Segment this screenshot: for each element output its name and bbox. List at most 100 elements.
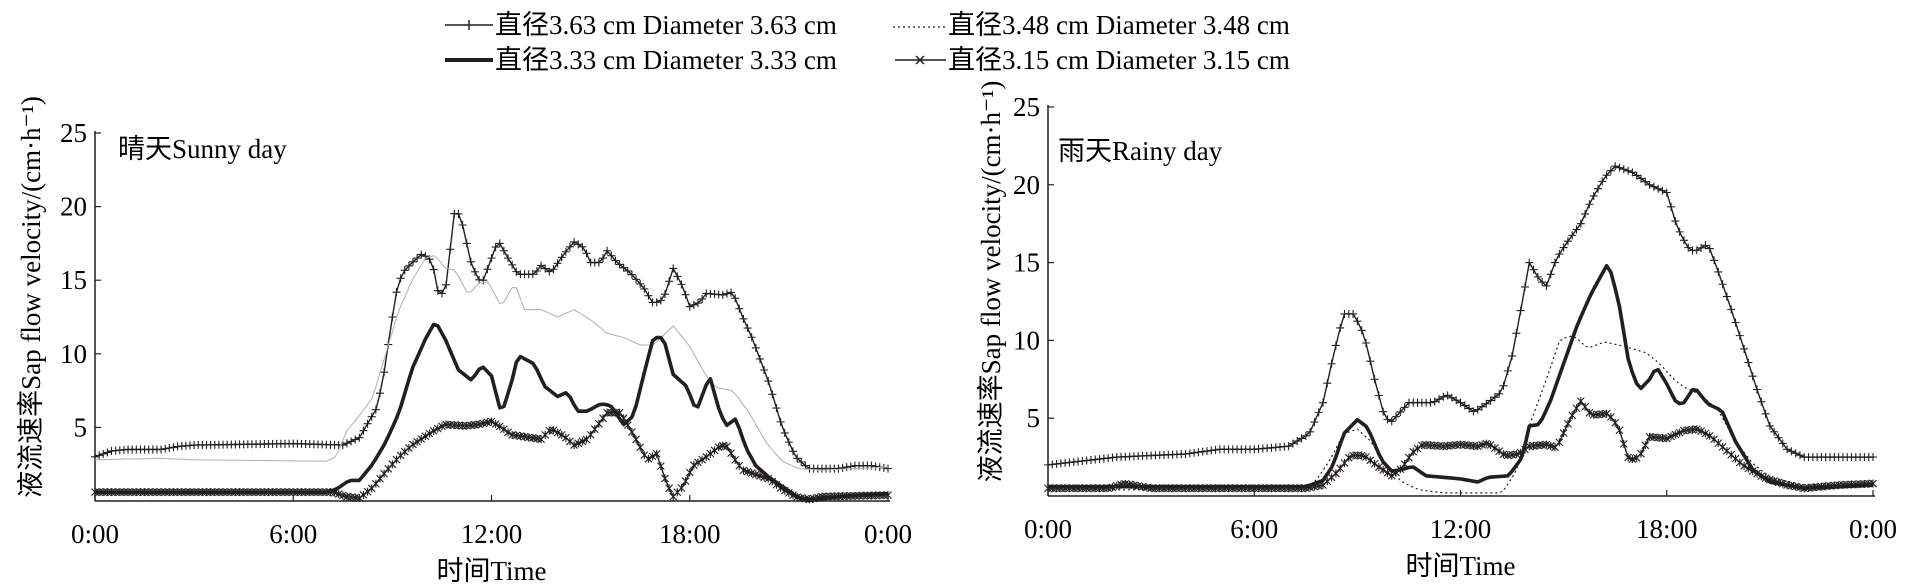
star-marker: [425, 429, 434, 438]
plus-marker: [466, 257, 475, 266]
star-marker: [768, 477, 777, 486]
plus-marker: [768, 390, 777, 399]
plus-marker: [801, 461, 810, 470]
plus-marker: [1581, 209, 1590, 218]
plus-marker: [1361, 338, 1370, 347]
plus-marker: [1327, 359, 1336, 368]
plus-marker: [1426, 398, 1435, 407]
plus-marker: [470, 267, 479, 276]
star-marker: [400, 447, 409, 456]
plus-marker: [665, 277, 674, 286]
star-marker: [747, 469, 756, 478]
plus-marker: [351, 435, 360, 444]
plus-marker: [409, 257, 418, 266]
plus-marker: [1611, 162, 1620, 171]
plus-marker: [1701, 241, 1710, 250]
plus-marker: [611, 256, 620, 265]
plus-marker: [1576, 219, 1585, 228]
star-marker: [702, 452, 711, 461]
plus-marker: [508, 260, 517, 269]
plus-marker: [1778, 439, 1787, 448]
plus-marker: [1284, 442, 1293, 451]
star-marker: [409, 440, 417, 449]
plus-marker: [1319, 398, 1327, 407]
star-marker: [330, 488, 339, 497]
star-marker: [652, 449, 661, 458]
star-marker: [421, 432, 430, 441]
star-marker: [1478, 440, 1486, 449]
series-line: [95, 322, 889, 502]
star-marker: [636, 443, 645, 452]
plus-marker: [429, 265, 438, 274]
star-marker: [1572, 404, 1581, 413]
plus-marker: [161, 444, 170, 453]
plus-marker: [342, 439, 351, 448]
star-marker: [665, 484, 673, 493]
plus-marker: [1795, 451, 1804, 460]
star-marker: [1542, 440, 1551, 449]
star-marker: [1392, 468, 1400, 477]
plus-marker: [413, 254, 422, 263]
plus-marker: [367, 412, 376, 421]
plus-marker: [1770, 427, 1779, 436]
star-marker: [615, 408, 624, 417]
sunny-day-panel: 5 10 15 20 25 0:00 6:00 12:00 18:00 0:00 时间Time 液流速…: [16, 96, 912, 586]
plus-marker: [1288, 439, 1297, 448]
plus-marker: [1396, 407, 1405, 416]
plus-marker: [789, 447, 798, 456]
star-marker: [504, 428, 512, 437]
plus-marker: [1752, 385, 1761, 394]
series-star: [1044, 397, 1877, 493]
star-marker: [1576, 397, 1585, 406]
plus-marker: [1392, 412, 1401, 421]
plus-marker: [1594, 184, 1602, 193]
plus-marker: [1636, 174, 1645, 183]
plus-marker: [1181, 449, 1190, 458]
plus-marker: [1323, 379, 1332, 388]
plus-marker: [1447, 393, 1456, 402]
plus-marker: [1757, 397, 1766, 406]
star-marker: [566, 437, 574, 446]
star-marker: [1112, 481, 1121, 490]
plus-marker: [871, 462, 880, 471]
plus-marker: [636, 279, 645, 288]
plus-marker: [1869, 453, 1877, 462]
plus-marker: [1379, 407, 1388, 416]
plus-marker: [1400, 403, 1409, 412]
star-marker: [599, 414, 607, 423]
series-line: [94, 255, 889, 471]
plus-marker: [574, 240, 583, 249]
star-marker: [1740, 461, 1748, 470]
plus-marker: [1297, 434, 1306, 443]
star-marker: [1521, 445, 1529, 454]
star-marker: [1495, 447, 1504, 456]
star-marker: [1340, 459, 1349, 468]
star-marker: [789, 491, 797, 500]
star-marker: [1705, 431, 1714, 440]
legend-label: 直径3.33 cm Diameter 3.33 cm: [495, 45, 837, 75]
plus-marker: [718, 290, 727, 299]
star-marker: [1473, 442, 1482, 451]
plus-marker: [619, 263, 628, 272]
plus-marker: [1667, 202, 1676, 211]
plus-marker: [764, 377, 773, 386]
plus-marker: [561, 247, 570, 256]
star-marker: [1778, 479, 1787, 488]
plus-marker: [1559, 243, 1568, 252]
plus-marker: [1477, 402, 1486, 411]
plus-marker: [157, 445, 166, 454]
star-marker: [739, 466, 748, 475]
plus-marker: [594, 258, 603, 267]
plus-marker: [1314, 408, 1323, 417]
star-marker: [644, 454, 653, 463]
star-marker: [1667, 432, 1675, 441]
plus-marker: [1198, 447, 1207, 456]
plus-marker: [169, 443, 178, 452]
star-marker: [574, 439, 583, 448]
star-marker: [694, 458, 702, 467]
y-tick-label: 20: [60, 192, 87, 222]
star-marker: [1370, 459, 1379, 468]
plus-marker: [652, 298, 661, 307]
star-marker: [1615, 426, 1624, 435]
x-tick-label: 12:00: [461, 519, 523, 549]
